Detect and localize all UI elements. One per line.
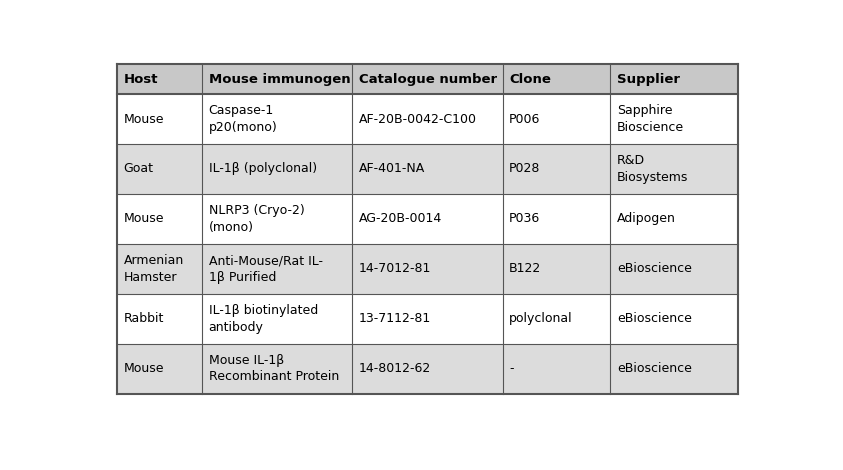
Text: 13-7112-81: 13-7112-81: [359, 312, 431, 325]
Text: Rabbit: Rabbit: [124, 312, 164, 325]
Text: AF-20B-0042-C100: AF-20B-0042-C100: [359, 112, 477, 125]
Text: NLRP3 (Cryo-2)
(mono): NLRP3 (Cryo-2) (mono): [208, 204, 304, 234]
Text: Mouse immunogen: Mouse immunogen: [208, 73, 350, 86]
Text: Mouse: Mouse: [124, 212, 164, 226]
Text: Goat: Goat: [124, 163, 153, 175]
Text: 14-8012-62: 14-8012-62: [359, 362, 431, 375]
Text: Mouse IL-1β
Recombinant Protein: Mouse IL-1β Recombinant Protein: [208, 354, 339, 384]
Text: P036: P036: [509, 212, 540, 226]
Text: eBioscience: eBioscience: [617, 312, 692, 325]
Text: eBioscience: eBioscience: [617, 262, 692, 275]
Text: IL-1β biotinylated
antibody: IL-1β biotinylated antibody: [208, 304, 318, 334]
Text: IL-1β (polyclonal): IL-1β (polyclonal): [208, 163, 317, 175]
Text: P028: P028: [509, 163, 540, 175]
Text: B122: B122: [509, 262, 541, 275]
Text: Catalogue number: Catalogue number: [359, 73, 497, 86]
Text: Anti-Mouse/Rat IL-
1β Purified: Anti-Mouse/Rat IL- 1β Purified: [208, 254, 323, 283]
Bar: [117, 144, 738, 194]
Text: Caspase-1
p20(mono): Caspase-1 p20(mono): [208, 104, 277, 134]
Text: Sapphire
Bioscience: Sapphire Bioscience: [617, 104, 684, 134]
Text: -: -: [509, 362, 513, 375]
Bar: [117, 194, 738, 244]
Text: Mouse: Mouse: [124, 362, 164, 375]
Text: 14-7012-81: 14-7012-81: [359, 262, 432, 275]
Bar: [117, 244, 738, 294]
Text: P006: P006: [509, 112, 540, 125]
Text: Clone: Clone: [509, 73, 551, 86]
Text: AG-20B-0014: AG-20B-0014: [359, 212, 442, 226]
Text: eBioscience: eBioscience: [617, 362, 692, 375]
Text: AF-401-NA: AF-401-NA: [359, 163, 425, 175]
Text: polyclonal: polyclonal: [509, 312, 572, 325]
Bar: [117, 294, 738, 344]
Text: Mouse: Mouse: [124, 112, 164, 125]
Bar: [117, 344, 738, 394]
Text: Armenian
Hamster: Armenian Hamster: [124, 254, 184, 283]
Bar: [117, 94, 738, 144]
Text: Host: Host: [124, 73, 158, 86]
Text: Supplier: Supplier: [617, 73, 680, 86]
Text: Adipogen: Adipogen: [617, 212, 676, 226]
Bar: [117, 64, 738, 94]
Text: R&D
Biosystems: R&D Biosystems: [617, 154, 688, 184]
